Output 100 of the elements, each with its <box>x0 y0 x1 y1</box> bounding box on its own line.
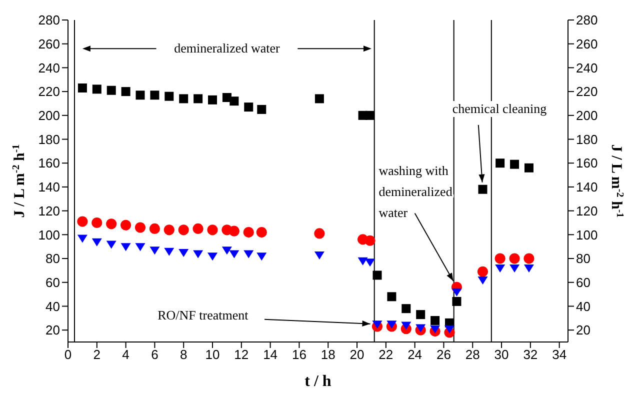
point <box>257 104 266 114</box>
y2-tick-label: 40 <box>576 298 590 314</box>
point <box>208 252 218 261</box>
y-tick-label: 260 <box>38 36 60 52</box>
y2-tick-label: 180 <box>576 132 598 147</box>
point <box>222 246 232 255</box>
point <box>121 87 130 96</box>
point <box>120 243 131 252</box>
point <box>77 216 88 227</box>
point <box>387 292 396 302</box>
point <box>430 325 440 334</box>
point <box>244 250 254 258</box>
y2-tick-label: 280 <box>576 12 598 28</box>
point <box>478 184 488 194</box>
y2-tick-label: 100 <box>576 227 598 242</box>
point <box>495 264 506 273</box>
point <box>477 266 488 277</box>
y-tick-label: 280 <box>38 12 60 28</box>
point <box>77 234 88 243</box>
x-tick-label: 34 <box>552 347 567 362</box>
annotation: washing with demineralized water <box>378 163 453 220</box>
point <box>136 90 145 100</box>
point <box>452 288 462 296</box>
x-tick-label: 26 <box>436 347 451 362</box>
y-tick-label: 200 <box>38 108 60 124</box>
point <box>430 316 440 326</box>
point <box>402 304 411 314</box>
point <box>179 94 188 104</box>
point <box>444 325 455 334</box>
point <box>509 253 520 264</box>
point <box>149 223 160 234</box>
point <box>256 252 267 261</box>
point <box>78 83 87 92</box>
point <box>243 226 254 238</box>
y-tick-label: 160 <box>38 156 60 171</box>
point <box>372 320 382 329</box>
x-tick-label: 18 <box>320 347 336 362</box>
y2-tick-label: 240 <box>576 60 598 76</box>
point <box>401 322 412 330</box>
x-tick-label: 2 <box>93 347 101 362</box>
point <box>372 270 382 280</box>
x-axis-title: t / h <box>304 373 332 390</box>
point <box>256 226 267 238</box>
point <box>92 217 102 228</box>
point <box>244 102 254 112</box>
point <box>314 251 324 260</box>
point <box>366 110 375 120</box>
y2-tick-label: 220 <box>576 84 598 100</box>
y-tick-label: 220 <box>38 84 60 100</box>
y2-tick-label: 120 <box>576 203 598 218</box>
point <box>134 222 146 233</box>
x-tick-label: 20 <box>350 347 364 362</box>
y2-tick-label: 80 <box>576 251 590 266</box>
point <box>194 94 203 104</box>
point <box>494 253 506 264</box>
point <box>416 310 426 320</box>
annotation: RO/NF treatment <box>158 307 249 322</box>
y2-tick-label: 140 <box>576 180 598 195</box>
point <box>524 163 534 172</box>
y2-tick-label: 160 <box>576 156 598 171</box>
y2-tick-label: 260 <box>576 36 598 52</box>
point <box>178 224 189 236</box>
point <box>208 95 218 104</box>
x-tick-label: 10 <box>205 347 220 362</box>
point <box>510 160 520 169</box>
y-tick-label: 180 <box>38 132 60 147</box>
point <box>92 84 102 94</box>
x-tick-label: 24 <box>408 347 422 362</box>
point <box>416 324 426 332</box>
point <box>106 240 116 249</box>
point <box>524 253 534 264</box>
point <box>229 250 240 258</box>
point <box>92 238 102 246</box>
point <box>135 243 146 252</box>
point <box>178 249 189 258</box>
point <box>192 223 204 234</box>
point <box>106 218 117 230</box>
point <box>150 246 160 255</box>
point <box>314 228 325 239</box>
y-tick-label: 120 <box>38 203 60 218</box>
point <box>386 320 397 329</box>
y2-tick-label: 20 <box>576 322 590 338</box>
x-tick-label: 30 <box>494 347 509 362</box>
point <box>496 158 505 168</box>
x-tick-label: 32 <box>523 347 538 362</box>
point <box>228 226 240 236</box>
point <box>452 296 462 306</box>
point <box>314 94 324 104</box>
point <box>364 235 376 246</box>
point <box>164 248 174 256</box>
y-tick-label: 80 <box>46 251 60 266</box>
y2-tick-label: 60 <box>576 274 590 290</box>
point <box>193 250 204 258</box>
annotation: demineralized water <box>174 40 280 56</box>
point <box>207 224 218 236</box>
y-tick-label: 20 <box>46 322 60 338</box>
y-tick-label: 40 <box>46 298 60 314</box>
x-tick-label: 22 <box>378 347 394 362</box>
point <box>164 92 174 101</box>
point <box>120 220 132 230</box>
